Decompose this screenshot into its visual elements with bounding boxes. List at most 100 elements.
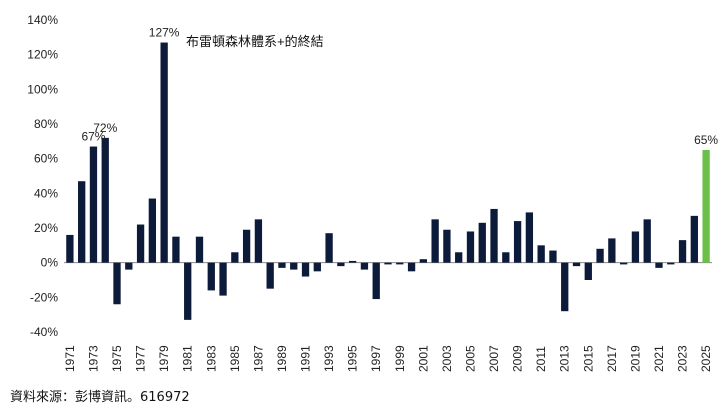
- bar-1994: [337, 262, 345, 267]
- bar-1981: [184, 262, 192, 320]
- bar-2020: [643, 219, 651, 263]
- bar-1992: [313, 262, 321, 272]
- bar-2015: [584, 262, 592, 280]
- y-tick-label: 20%: [34, 221, 58, 235]
- bar-1973: [89, 146, 98, 263]
- bar-1997: [372, 262, 380, 300]
- bar-2018: [619, 262, 628, 265]
- bar-2012: [549, 250, 557, 263]
- bar-2024: [690, 215, 698, 263]
- bar-1989: [278, 262, 286, 268]
- bar-2002: [431, 219, 439, 263]
- bar-1972: [78, 181, 86, 263]
- x-tick-label: 2021: [652, 345, 666, 372]
- data-label-1979: 127%: [149, 26, 180, 40]
- y-tick-label: 0%: [41, 256, 59, 270]
- x-tick-label: 2013: [558, 345, 572, 372]
- x-tick-label: 1981: [181, 345, 195, 372]
- data-label-1973: 67%: [81, 130, 105, 144]
- x-tick-label: 1977: [134, 345, 148, 372]
- y-tick-label: -20%: [30, 290, 58, 304]
- bar-1980: [172, 236, 180, 263]
- x-tick-label: 1991: [299, 345, 313, 372]
- bar-2022: [667, 262, 675, 265]
- bar-2010: [525, 212, 534, 263]
- source-note: 資料來源：彭博資訊。616972: [10, 390, 190, 405]
- y-tick-label: 140%: [27, 13, 58, 27]
- bar-1987: [254, 219, 263, 263]
- bar-1979: [160, 42, 168, 263]
- x-tick-label: 2005: [463, 345, 477, 372]
- y-tick-label: 40%: [34, 186, 58, 200]
- chart-annotation: 布雷頓森林體系+的終結: [186, 34, 324, 49]
- y-tick-label: -40%: [30, 325, 58, 339]
- bar-2011: [537, 245, 545, 263]
- x-tick-label: 1993: [322, 345, 336, 372]
- bar-1976: [125, 262, 133, 270]
- y-tick-label: 100%: [27, 82, 58, 96]
- bar-1982: [195, 236, 204, 263]
- bars: [66, 42, 710, 320]
- x-tick-label: 1985: [228, 345, 242, 372]
- bar-2016: [596, 248, 604, 263]
- x-tick-label: 1989: [275, 345, 289, 372]
- bar-2005: [466, 231, 475, 263]
- bar-2003: [443, 229, 451, 263]
- y-axis: -40% -20% 0% 20% 40% 60% 80% 100% 120% 140%: [27, 13, 58, 339]
- data-label-2025: 65%: [694, 133, 718, 147]
- x-axis: 1971 1973 1975 1977 1979 1981 1983 1985 1987 1989…: [63, 345, 713, 372]
- bar-2025: [702, 150, 710, 263]
- bar-1971: [66, 234, 74, 263]
- bar-1993: [325, 233, 333, 263]
- x-tick-label: 1999: [393, 345, 407, 372]
- x-tick-label: 2015: [581, 345, 595, 372]
- bar-1984: [219, 262, 227, 296]
- bar-2006: [478, 222, 486, 263]
- bar-2021: [655, 262, 663, 268]
- x-tick-label: 2017: [605, 345, 619, 372]
- bar-1974: [101, 137, 109, 263]
- bar-1995: [349, 260, 357, 263]
- bar-2008: [502, 252, 510, 263]
- x-tick-label: 1975: [110, 345, 124, 372]
- bar-2001: [419, 259, 427, 263]
- x-tick-label: 1983: [204, 345, 218, 372]
- bar-2004: [455, 252, 463, 263]
- data-label-1974: 72%: [93, 121, 117, 135]
- y-tick-label: 80%: [34, 117, 58, 131]
- bar-1988: [266, 262, 274, 289]
- bar-1998: [384, 262, 392, 265]
- x-tick-label: 2019: [628, 345, 642, 372]
- bar-2013: [561, 262, 569, 312]
- x-tick-label: 1997: [369, 345, 383, 372]
- x-tick-label: 2001: [416, 345, 430, 372]
- x-tick-label: 2023: [676, 345, 690, 372]
- bar-1975: [113, 262, 121, 305]
- bar-2017: [608, 238, 616, 263]
- bar-1990: [290, 262, 298, 270]
- bar-1986: [242, 229, 251, 263]
- bar-2007: [490, 208, 498, 263]
- x-tick-label: 2009: [511, 345, 525, 372]
- x-tick-label: 1995: [346, 345, 360, 372]
- bar-2000: [407, 262, 416, 272]
- y-tick-label: 60%: [34, 152, 58, 166]
- bar-1991: [301, 262, 310, 277]
- bar-2023: [678, 240, 687, 263]
- bar-1983: [207, 262, 215, 291]
- x-tick-label: 2003: [440, 345, 454, 372]
- bar-2014: [572, 262, 581, 267]
- x-tick-label: 1971: [63, 345, 77, 372]
- x-tick-label: 2011: [534, 346, 548, 372]
- bar-2019: [631, 231, 640, 263]
- bar-1999: [396, 262, 404, 265]
- x-tick-label: 2025: [699, 345, 713, 372]
- x-tick-label: 2007: [487, 345, 501, 372]
- data-labels: 67%72% 127% 65%: [81, 26, 718, 147]
- bar-1978: [148, 198, 157, 263]
- bar-1996: [360, 262, 369, 270]
- bar-1977: [136, 224, 145, 263]
- bar-1985: [231, 252, 239, 263]
- x-tick-label: 1973: [86, 345, 100, 372]
- y-tick-label: 120%: [27, 48, 58, 62]
